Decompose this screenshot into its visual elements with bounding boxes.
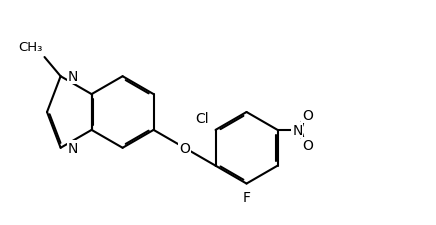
Text: CH₃: CH₃ (18, 41, 43, 54)
Text: F: F (242, 191, 251, 205)
Text: O: O (302, 108, 313, 122)
Text: Cl: Cl (195, 111, 208, 125)
Text: N: N (68, 141, 78, 155)
Text: N: N (292, 123, 303, 137)
Text: O: O (302, 138, 313, 152)
Text: O: O (179, 141, 190, 155)
Text: N: N (68, 70, 78, 84)
